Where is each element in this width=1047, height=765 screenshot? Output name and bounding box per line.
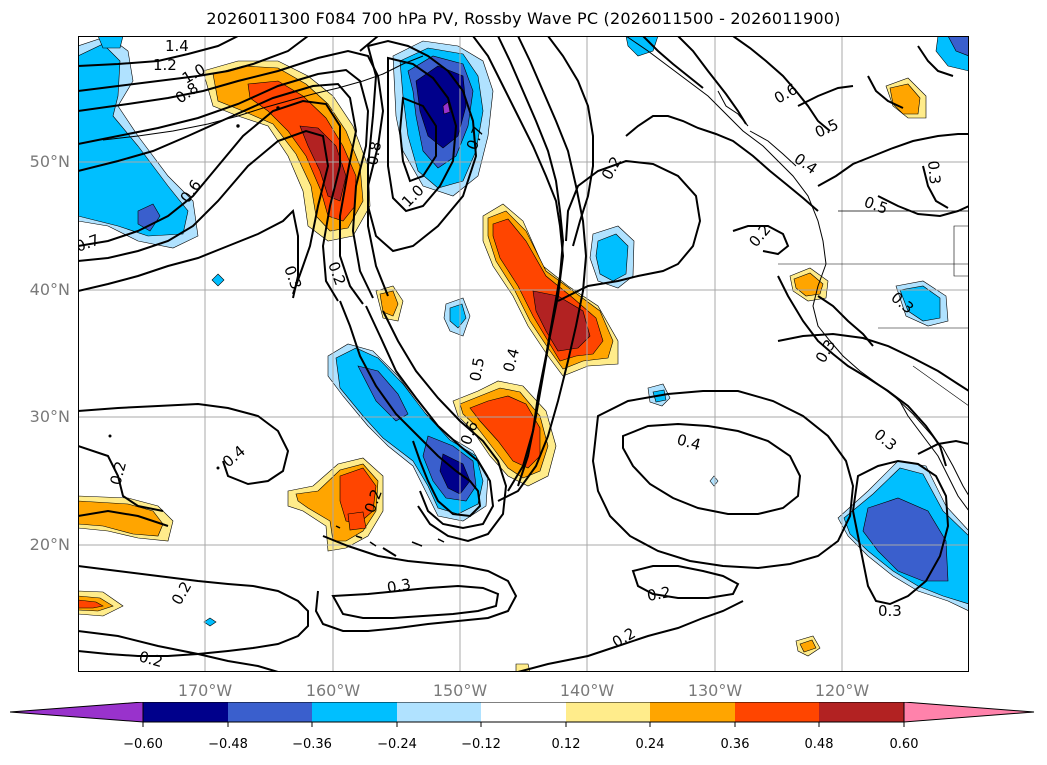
colorbar-tick: 0.12 — [551, 737, 581, 752]
colorbar-extend-high — [903, 702, 1035, 723]
contour-label: 0.3 — [924, 160, 944, 185]
graticule — [78, 36, 969, 672]
colorbar-tick: 0.24 — [635, 737, 665, 752]
contour-label: 0.4 — [675, 430, 703, 454]
map-title: 2026011300 F084 700 hPa PV, Rossby Wave … — [206, 9, 841, 28]
contour-label: 1.4 — [165, 37, 189, 55]
colorbar-segment — [735, 702, 819, 722]
colorbar-segment — [819, 702, 904, 722]
colorbar-tick: 0.36 — [720, 737, 750, 752]
colorbar-tick: −0.48 — [208, 737, 248, 752]
contour-label: 0.2 — [106, 459, 130, 487]
colorbar-segment — [228, 702, 312, 722]
contour-label: 0.3 — [386, 575, 413, 597]
colorbar-tick: 0.60 — [889, 737, 919, 752]
contour-label: 0.4 — [499, 346, 523, 374]
map-panel: 1.4 1.2 1.0 0.8 0.6 0.7 0.3 0.8 1.0 0.7 … — [78, 36, 969, 672]
colorbar-tick: −0.12 — [461, 737, 501, 752]
colorbar-segment — [566, 702, 650, 722]
colorbar — [10, 702, 1035, 727]
negative-anomaly-fills — [78, 36, 969, 627]
lat-label-30n: 30°N — [29, 407, 70, 426]
colorbar-tick: −0.60 — [123, 737, 163, 752]
lat-label-20n: 20°N — [29, 535, 70, 554]
colorbar-tick: −0.24 — [377, 737, 417, 752]
contour-label: 0.3 — [878, 602, 902, 620]
lat-label-50n: 50°N — [29, 152, 70, 171]
colorbar-tick: 0.48 — [804, 737, 834, 752]
lat-label-40n: 40°N — [29, 280, 70, 299]
contour-label: 0.2 — [137, 647, 165, 671]
colorbar-segment — [143, 702, 228, 722]
lon-label-150w: 150°W — [432, 681, 488, 700]
contour-label: 0.2 — [646, 583, 673, 605]
lon-label-160w: 160°W — [305, 681, 361, 700]
colorbar-segment — [650, 702, 735, 722]
colorbar-extend-low — [10, 702, 144, 723]
lon-label-120w: 120°W — [814, 681, 870, 700]
colorbar-tick: −0.36 — [292, 737, 332, 752]
contour-label: 0.7 — [78, 231, 102, 256]
lon-label-140w: 140°W — [559, 681, 615, 700]
contour-label: 0.8 — [363, 140, 385, 167]
map-canvas: 1.4 1.2 1.0 0.8 0.6 0.7 0.3 0.8 1.0 0.7 … — [78, 36, 969, 672]
contour-label: 0.5 — [466, 356, 488, 383]
colorbar-segment — [481, 702, 566, 722]
contour-label: 1.2 — [153, 56, 177, 74]
pv-contours — [78, 36, 969, 672]
colorbar-segment — [397, 702, 481, 722]
lon-label-130w: 130°W — [687, 681, 743, 700]
lon-label-170w: 170°W — [177, 681, 233, 700]
colorbar-segment — [312, 702, 397, 722]
